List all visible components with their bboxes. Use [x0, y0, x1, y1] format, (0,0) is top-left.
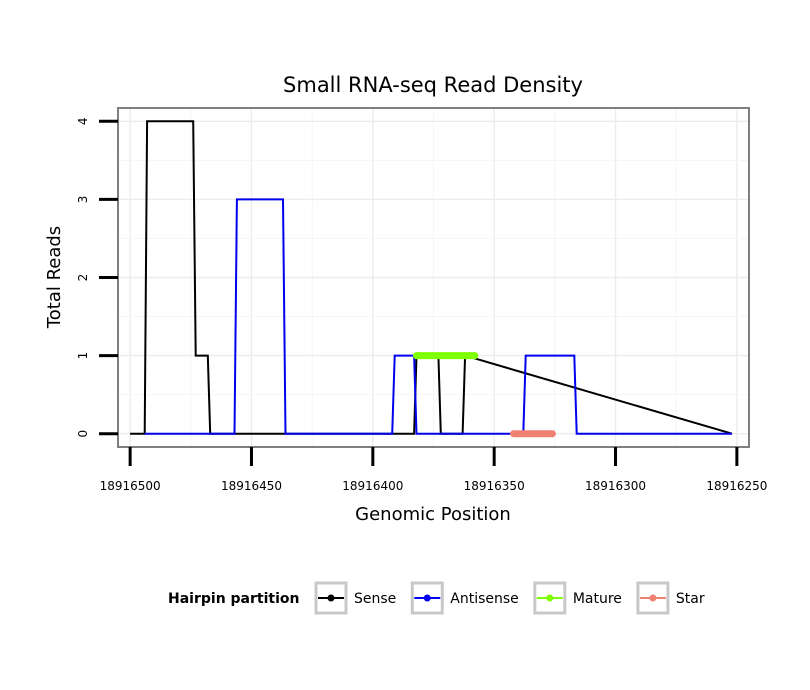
legend-item-star: Star — [636, 581, 705, 615]
legend-key-dot — [327, 594, 335, 602]
legend-title: Hairpin partition — [168, 591, 299, 607]
x-tick-label: 18916350 — [464, 479, 525, 493]
x-axis-title: Genomic Position — [355, 504, 511, 525]
legend-items: Sense Antisense Mature Star — [314, 581, 705, 615]
legend-item-mature: Mature — [533, 581, 622, 615]
y-tick-label: 0 — [76, 430, 90, 438]
y-axis: 0 1 2 3 4 — [76, 117, 118, 438]
y-tick-label: 1 — [76, 352, 90, 360]
y-tick-label: 4 — [76, 117, 90, 125]
legend-key-dot — [423, 594, 431, 602]
series-antisense-line — [144, 198, 732, 435]
legend-key-dot — [546, 594, 554, 602]
x-tick-label: 18916500 — [100, 479, 161, 493]
x-tick-label: 18916300 — [585, 479, 646, 493]
y-axis-title: Total Reads — [44, 226, 65, 329]
legend-label: Antisense — [450, 591, 519, 607]
legend-item-antisense: Antisense — [410, 581, 519, 615]
plot-area — [117, 107, 750, 448]
y-tick-label: 3 — [76, 196, 90, 204]
chart-title: Small RNA-seq Read Density — [283, 73, 583, 97]
y-tick-label: 2 — [76, 274, 90, 282]
series-layer — [130, 120, 733, 438]
legend-label: Sense — [354, 591, 396, 607]
x-axis: 18916500 18916450 18916400 18916350 18916300… — [100, 447, 767, 493]
legend-item-sense: Sense — [314, 581, 396, 615]
x-tick-label: 18916250 — [706, 479, 767, 493]
x-tick-label: 18916400 — [342, 479, 403, 493]
legend: Hairpin partition Sense Antisense Mature St… — [168, 581, 705, 615]
legend-label: Mature — [573, 591, 622, 607]
x-tick-label: 18916450 — [221, 479, 282, 493]
legend-key-dot — [649, 594, 657, 602]
legend-label: Star — [676, 591, 705, 607]
